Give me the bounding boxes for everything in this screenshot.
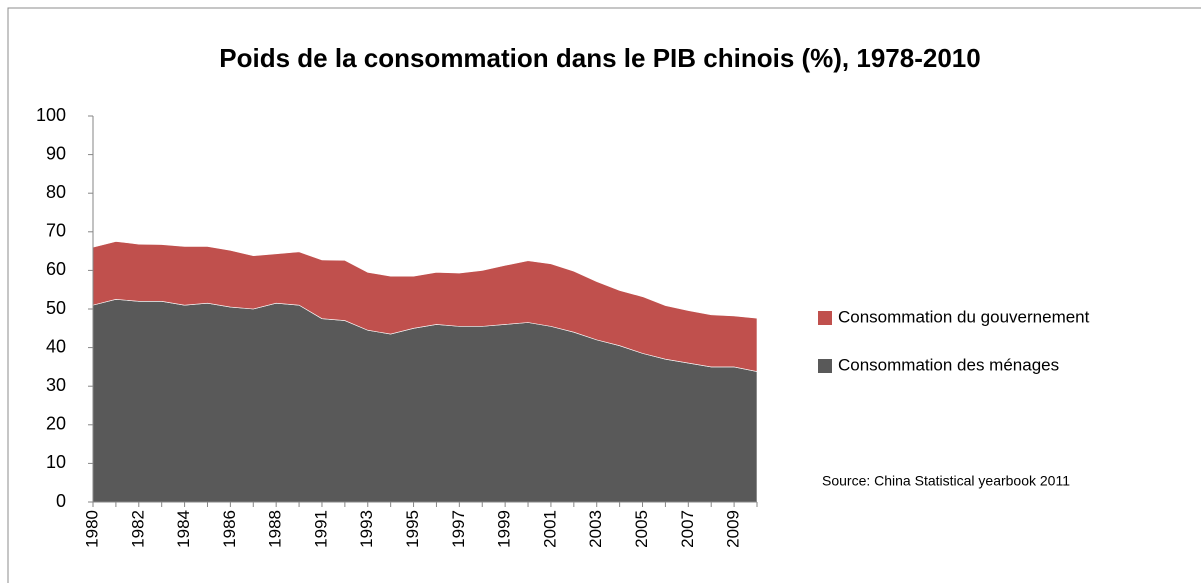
x-tick-label: 2003	[586, 510, 605, 548]
x-tick-label: 1984	[174, 510, 193, 548]
x-tick-label: 1988	[266, 510, 285, 548]
x-tick-label: 2007	[678, 510, 697, 548]
legend-swatch	[818, 311, 832, 325]
x-tick-label: 1993	[357, 510, 376, 548]
x-tick-label: 2009	[724, 510, 743, 548]
y-tick-label: 30	[46, 375, 66, 395]
y-tick-label: 80	[46, 182, 66, 202]
y-tick-label: 60	[46, 259, 66, 279]
x-tick-label: 1986	[220, 510, 239, 548]
x-tick-label: 1997	[449, 510, 468, 548]
y-tick-label: 10	[46, 452, 66, 472]
y-tick-label: 100	[36, 105, 66, 125]
x-tick-label: 1980	[82, 510, 101, 548]
x-tick-label: 1999	[495, 510, 514, 548]
source-note: Source: China Statistical yearbook 2011	[822, 473, 1070, 489]
legend-label: Consommation des ménages	[838, 355, 1059, 374]
y-tick-label: 70	[46, 221, 66, 241]
y-tick-label: 90	[46, 143, 66, 163]
chart-title: Poids de la consommation dans le PIB chi…	[219, 43, 980, 73]
x-tick-label: 1995	[403, 510, 422, 548]
x-tick-label: 1991	[311, 510, 330, 548]
y-tick-label: 0	[56, 491, 66, 511]
y-tick-label: 40	[46, 336, 66, 356]
area	[92, 241, 758, 372]
legend-label: Consommation du gouvernement	[838, 307, 1090, 326]
y-tick-label: 20	[46, 414, 66, 434]
x-tick-label: 2005	[632, 510, 651, 548]
legend-swatch	[818, 359, 832, 373]
x-tick-label: 2001	[540, 510, 559, 548]
y-tick-label: 50	[46, 298, 66, 318]
x-tick-label: 1982	[128, 510, 147, 548]
